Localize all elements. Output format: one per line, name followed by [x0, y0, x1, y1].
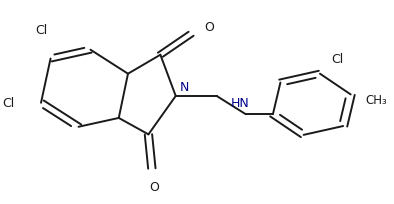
- Text: HN: HN: [230, 97, 249, 110]
- Text: Cl: Cl: [331, 53, 343, 66]
- Text: O: O: [204, 21, 214, 34]
- Text: CH₃: CH₃: [365, 93, 387, 106]
- Text: N: N: [180, 80, 190, 93]
- Text: O: O: [149, 180, 159, 193]
- Text: Cl: Cl: [35, 24, 47, 37]
- Text: Cl: Cl: [2, 96, 15, 109]
